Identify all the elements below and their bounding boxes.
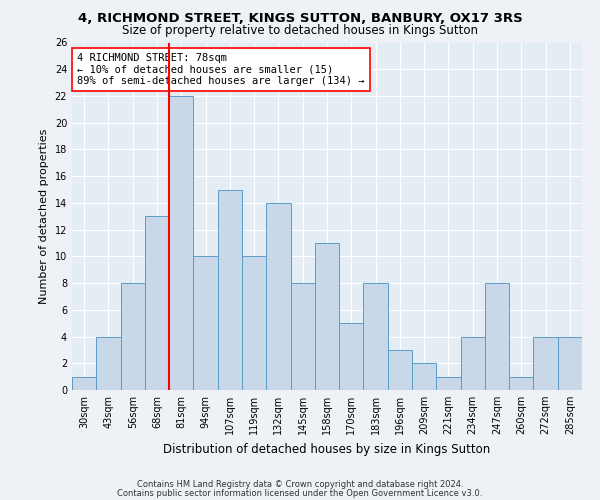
X-axis label: Distribution of detached houses by size in Kings Sutton: Distribution of detached houses by size … [163,442,491,456]
Bar [242,256,266,390]
Bar [145,216,169,390]
Bar [485,283,509,390]
Text: 4, RICHMOND STREET, KINGS SUTTON, BANBURY, OX17 3RS: 4, RICHMOND STREET, KINGS SUTTON, BANBUR… [77,12,523,26]
Bar [533,336,558,390]
Text: Contains public sector information licensed under the Open Government Licence v3: Contains public sector information licen… [118,488,482,498]
Bar [193,256,218,390]
Bar [315,243,339,390]
Text: Contains HM Land Registry data © Crown copyright and database right 2024.: Contains HM Land Registry data © Crown c… [137,480,463,489]
Bar [339,323,364,390]
Bar [169,96,193,390]
Bar [509,376,533,390]
Bar [461,336,485,390]
Bar [388,350,412,390]
Y-axis label: Number of detached properties: Number of detached properties [39,128,49,304]
Bar [290,283,315,390]
Bar [436,376,461,390]
Bar [364,283,388,390]
Bar [412,364,436,390]
Bar [72,376,96,390]
Bar [121,283,145,390]
Bar [558,336,582,390]
Bar [266,203,290,390]
Bar [96,336,121,390]
Text: Size of property relative to detached houses in Kings Sutton: Size of property relative to detached ho… [122,24,478,37]
Bar [218,190,242,390]
Text: 4 RICHMOND STREET: 78sqm
← 10% of detached houses are smaller (15)
89% of semi-d: 4 RICHMOND STREET: 78sqm ← 10% of detach… [77,53,365,86]
